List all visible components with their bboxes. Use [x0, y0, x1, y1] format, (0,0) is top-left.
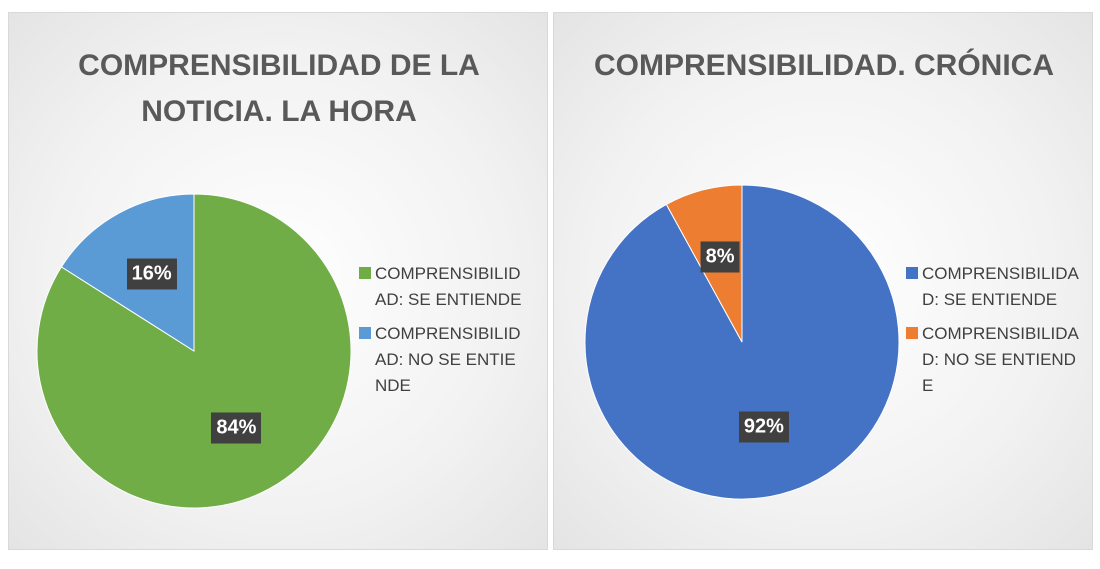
legend-item: COMPRENSIBILIDAD: NO SE ENTIENDE [359, 321, 525, 399]
legend-item: COMPRENSIBILIDAD: NO SE ENTIENDE [906, 321, 1080, 399]
legend-item: COMPRENSIBILIDAD: SE ENTIENDE [906, 261, 1080, 313]
legend-item: COMPRENSIBILIDAD: SE ENTIENDE [359, 261, 525, 313]
chart-panel: COMPRENSIBILIDAD. CRÓNICA 92% 8% COMPRENSIB… [553, 12, 1093, 550]
legend-swatch [359, 267, 371, 279]
legend-swatch [906, 267, 918, 279]
data-label: 16% [126, 258, 177, 290]
legend-label: COMPRENSIBILIDAD: SE ENTIENDE [375, 264, 522, 309]
chart-panel: COMPRENSIBILIDAD DE LA NOTICIA. LA HORA 8… [8, 12, 548, 550]
chart-title: COMPRENSIBILIDAD. CRÓNICA [594, 49, 1055, 82]
data-label: 8% [700, 241, 740, 273]
legend-label: COMPRENSIBILIDAD: NO SE ENTIENDE [375, 324, 521, 395]
legend: COMPRENSIBILIDAD: SE ENTIENDE COMPRENSIBI… [906, 261, 1080, 407]
legend-swatch [906, 327, 918, 339]
legend-label: COMPRENSIBILIDAD: SE ENTIENDE [922, 264, 1079, 309]
data-label: 84% [211, 412, 262, 444]
data-label: 92% [738, 411, 789, 443]
legend-label: COMPRENSIBILIDAD: NO SE ENTIENDE [922, 324, 1079, 395]
chart-title: COMPRENSIBILIDAD DE LA NOTICIA. LA HORA [78, 49, 480, 128]
legend-swatch [359, 327, 371, 339]
legend: COMPRENSIBILIDAD: SE ENTIENDE COMPRENSIBI… [359, 261, 525, 407]
